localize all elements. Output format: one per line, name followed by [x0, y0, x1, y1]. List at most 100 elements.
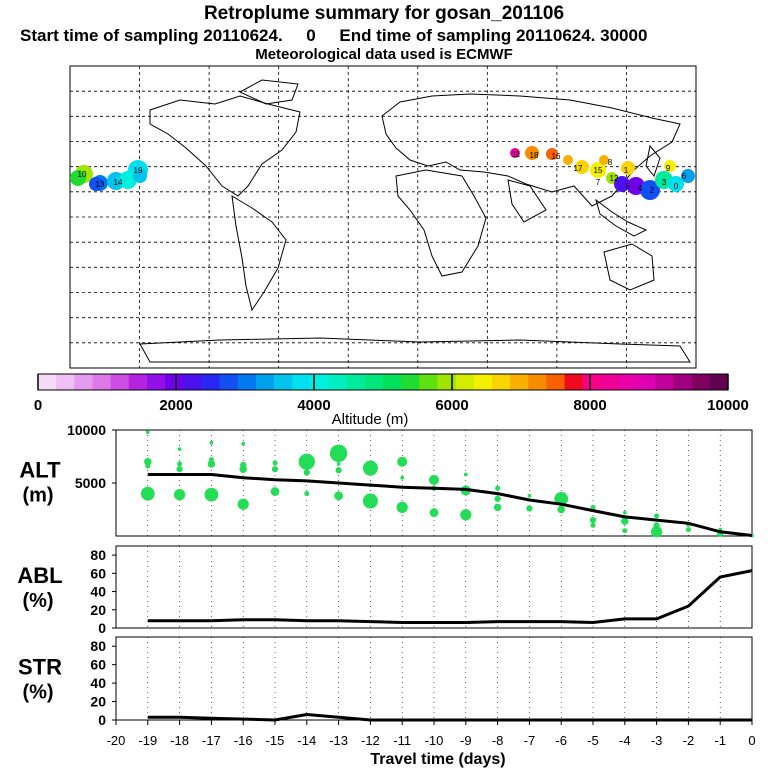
y-tick-label: 0 [98, 712, 106, 728]
colorbar-swatch [401, 374, 420, 390]
colorbar-tick-label: 8000 [573, 397, 606, 414]
plume-label: 5 [626, 182, 631, 191]
plume-marker [621, 161, 635, 175]
colorbar-swatch [165, 374, 184, 390]
altitude-cluster-point [329, 444, 348, 463]
plume-label: 12 [610, 174, 619, 183]
coastline [645, 144, 661, 178]
y-tick-label: 80 [90, 638, 106, 654]
plume-marker [664, 160, 676, 172]
colorbar-swatch [691, 374, 711, 390]
altitude-cluster-point [270, 487, 280, 496]
altitude-cluster-point [140, 486, 155, 501]
x-tick-label: -1 [714, 733, 726, 748]
colorbar-swatch [92, 374, 112, 390]
x-tick-label: 0 [748, 733, 755, 748]
x-axis-label: Travel time (days) [370, 751, 505, 768]
coastline [231, 195, 287, 312]
colorbar-swatch [491, 374, 511, 390]
colorbar-swatch [709, 374, 729, 390]
colorbar-swatch [237, 374, 257, 390]
colorbar-swatch [201, 374, 221, 390]
altitude-cluster-point [362, 460, 378, 476]
x-tick-label: -20 [107, 733, 126, 748]
plume-label: 4 [638, 184, 643, 193]
altitude-cluster-point [400, 475, 405, 480]
plume-marker [510, 148, 520, 158]
x-tick-label: -18 [170, 733, 189, 748]
altitude-colorbar: 0 2000 4000 6000 8000 10000 Altitude (m) [34, 373, 749, 428]
y-tick-label: 20 [90, 602, 106, 618]
altitude-cluster-point [304, 491, 310, 497]
colorbar-swatch [328, 374, 348, 390]
coastline [149, 95, 301, 197]
x-tick-label: -4 [619, 733, 631, 748]
colorbar-swatch [346, 374, 366, 390]
colorbar-swatch [219, 374, 239, 390]
plume-label: 18 [530, 151, 539, 160]
plume-marker [640, 180, 660, 200]
colorbar-swatch [673, 374, 693, 390]
y-tick-label: 40 [90, 675, 106, 691]
panel-unit-label: (%) [22, 590, 53, 612]
plume-label: 13 [96, 180, 105, 189]
colorbar-swatch [310, 374, 330, 390]
colorbar-swatch [74, 374, 93, 390]
colorbar-swatch [364, 374, 384, 390]
colorbar-swatch [38, 374, 57, 390]
colorbar-swatch [146, 374, 166, 390]
plume-label: 0 [674, 182, 679, 191]
plume-label: 19 [134, 166, 143, 175]
x-tick-label: -5 [587, 733, 599, 748]
colorbar-tick-label: 10000 [707, 397, 749, 414]
altitude-cluster-point [176, 466, 183, 473]
plume-marker [70, 170, 86, 186]
y-tick-label: 60 [90, 657, 106, 673]
coastline [381, 93, 681, 207]
altitude-cluster-point [495, 485, 501, 491]
y-tick-label: 10000 [67, 422, 106, 438]
colorbar-swatch [510, 374, 529, 390]
x-tick-label: -8 [492, 733, 504, 748]
altitude-cluster-point [239, 465, 247, 473]
colorbar-swatch [655, 374, 675, 390]
plume-marker [614, 176, 630, 192]
altitude-cluster-point [527, 493, 532, 498]
panel-unit-label: (%) [22, 681, 53, 703]
colorbar-swatch [56, 374, 75, 390]
x-tick-label: -17 [202, 733, 221, 748]
plume-marker [590, 162, 606, 178]
y-tick-label: 60 [90, 565, 106, 581]
altitude-cluster-point [272, 460, 278, 466]
colorbar-tick-label: 6000 [435, 397, 468, 414]
x-tick-label: -13 [329, 733, 348, 748]
y-tick-label: 0 [98, 620, 106, 636]
plume-label: 14 [114, 178, 123, 187]
y-tick-label: 5000 [75, 475, 106, 491]
colorbar-swatch [183, 374, 202, 390]
x-tick-label: -7 [524, 733, 536, 748]
plume-label: 11 [512, 150, 521, 159]
altitude-cluster-point [303, 469, 310, 476]
plume-label: 1 [624, 166, 629, 175]
colorbar-swatch [473, 374, 493, 390]
altitude-cluster-point [654, 513, 660, 519]
colorbar-label: Altitude (m) [332, 411, 409, 428]
x-tick-label: -16 [234, 733, 253, 748]
plume-marker [575, 160, 589, 174]
x-tick-label: -6 [555, 733, 567, 748]
colorbar-tick-label: 0 [34, 397, 42, 414]
colorbar-swatch [419, 374, 438, 390]
altitude-cluster-point [145, 463, 151, 469]
plume-marker [119, 171, 137, 189]
colorbar-swatch [255, 374, 275, 390]
altitude-cluster-point [207, 460, 216, 468]
altitude-cluster-point [589, 516, 597, 524]
colorbar-tick-label: 2000 [159, 397, 192, 414]
colorbar-swatch [619, 374, 638, 390]
altitude-cluster-point [336, 462, 341, 466]
plume-marker [525, 146, 539, 160]
altitude-cluster-point [237, 498, 249, 510]
